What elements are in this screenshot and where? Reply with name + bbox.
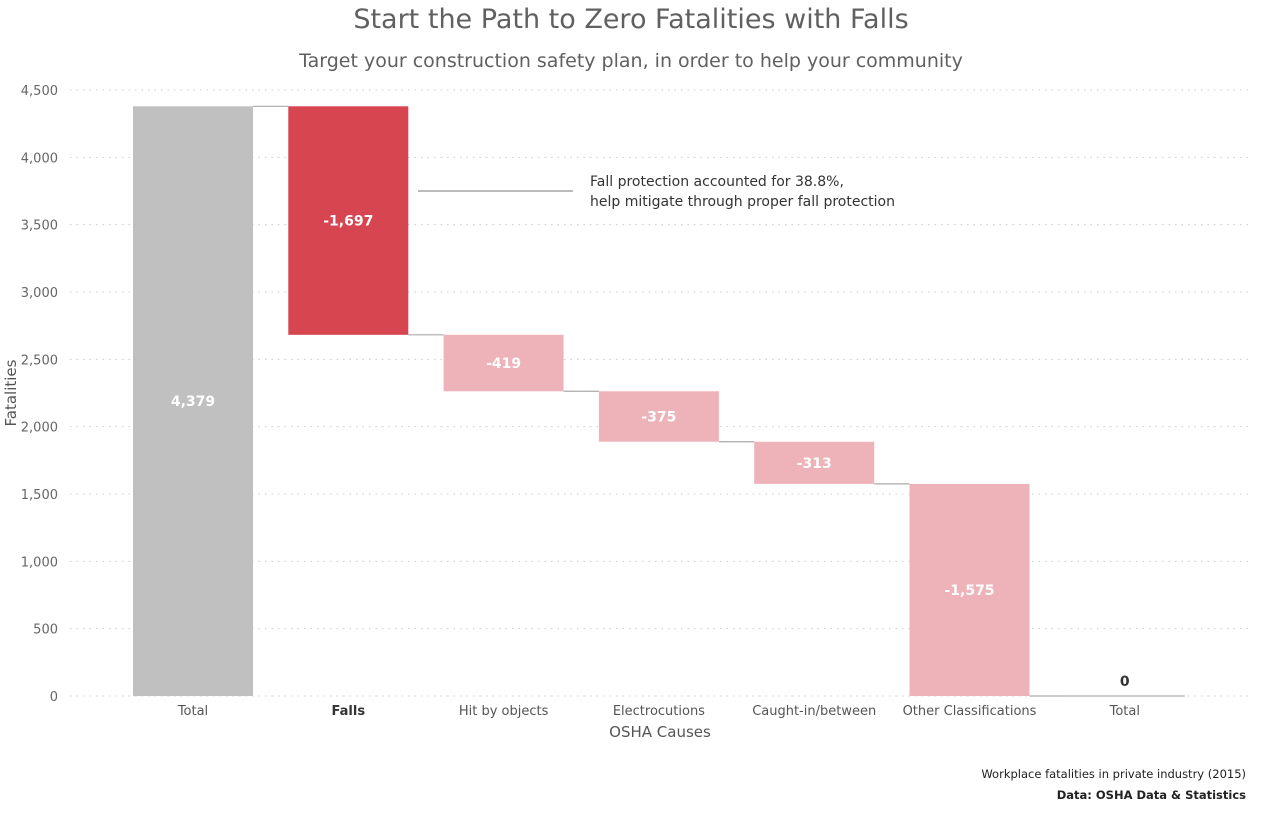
- y-tick-label: 0: [50, 690, 58, 705]
- x-tick-label: Falls: [332, 704, 366, 719]
- chart-title: Start the Path to Zero Fatalities with F…: [353, 4, 909, 35]
- x-tick-label: Hit by objects: [459, 704, 549, 719]
- data-label: -313: [797, 456, 832, 472]
- y-tick-label: 1,500: [21, 488, 58, 503]
- y-tick-label: 3,500: [21, 219, 58, 234]
- annotation: Fall protection accounted for 38.8%, hel…: [418, 174, 895, 210]
- x-axis-title: OSHA Causes: [609, 723, 711, 741]
- y-tick-label: 3,000: [21, 286, 58, 301]
- y-tick-label: 2,000: [21, 421, 58, 436]
- bar: [133, 106, 253, 696]
- bar: [909, 483, 1030, 696]
- annotation-line2: help mitigate through proper fall protec…: [590, 194, 895, 210]
- bar: [288, 106, 409, 335]
- x-tick-label: Electrocutions: [613, 704, 705, 719]
- data-label: 4,379: [171, 394, 215, 410]
- y-tick-label: 1,000: [21, 555, 58, 570]
- data-label: -1,697: [323, 214, 373, 230]
- bar: [754, 441, 875, 484]
- data-label: -375: [641, 409, 676, 425]
- bars: [133, 106, 1185, 697]
- y-tick-label: 4,000: [21, 151, 58, 166]
- bar: [443, 334, 564, 392]
- data-label: -1,575: [944, 583, 994, 599]
- connector-lines: [253, 105, 1065, 697]
- data-labels: 4,379 -1,697 -419 -375 -313 -1,575 0: [171, 214, 1130, 690]
- x-tick-label: Other Classifications: [903, 704, 1037, 719]
- footnote-description: Workplace fatalities in private industry…: [981, 767, 1246, 781]
- y-axis-ticks: 0 500 1,000 1,500 2,000 2,500 3,000 3,500 4,000 4…: [21, 84, 58, 705]
- x-tick-label: Total: [177, 704, 208, 719]
- y-tick-label: 2,500: [21, 353, 58, 368]
- y-tick-label: 4,500: [21, 84, 58, 99]
- x-tick-label: Caught-in/between: [752, 704, 876, 719]
- y-axis-title: Fatalities: [2, 359, 20, 426]
- y-tick-label: 500: [33, 623, 58, 638]
- footnote-source: Data: OSHA Data & Statistics: [1056, 788, 1246, 802]
- data-label: -419: [486, 356, 521, 372]
- x-axis-ticks: Total Falls Hit by objects Electrocutions Ca…: [177, 704, 1140, 719]
- x-tick-label: Total: [1109, 704, 1140, 719]
- annotation-line1: Fall protection accounted for 38.8%,: [590, 174, 844, 190]
- bar: [598, 391, 719, 442]
- chart-subtitle: Target your construction safety plan, in…: [299, 50, 963, 72]
- data-label: 0: [1120, 674, 1130, 690]
